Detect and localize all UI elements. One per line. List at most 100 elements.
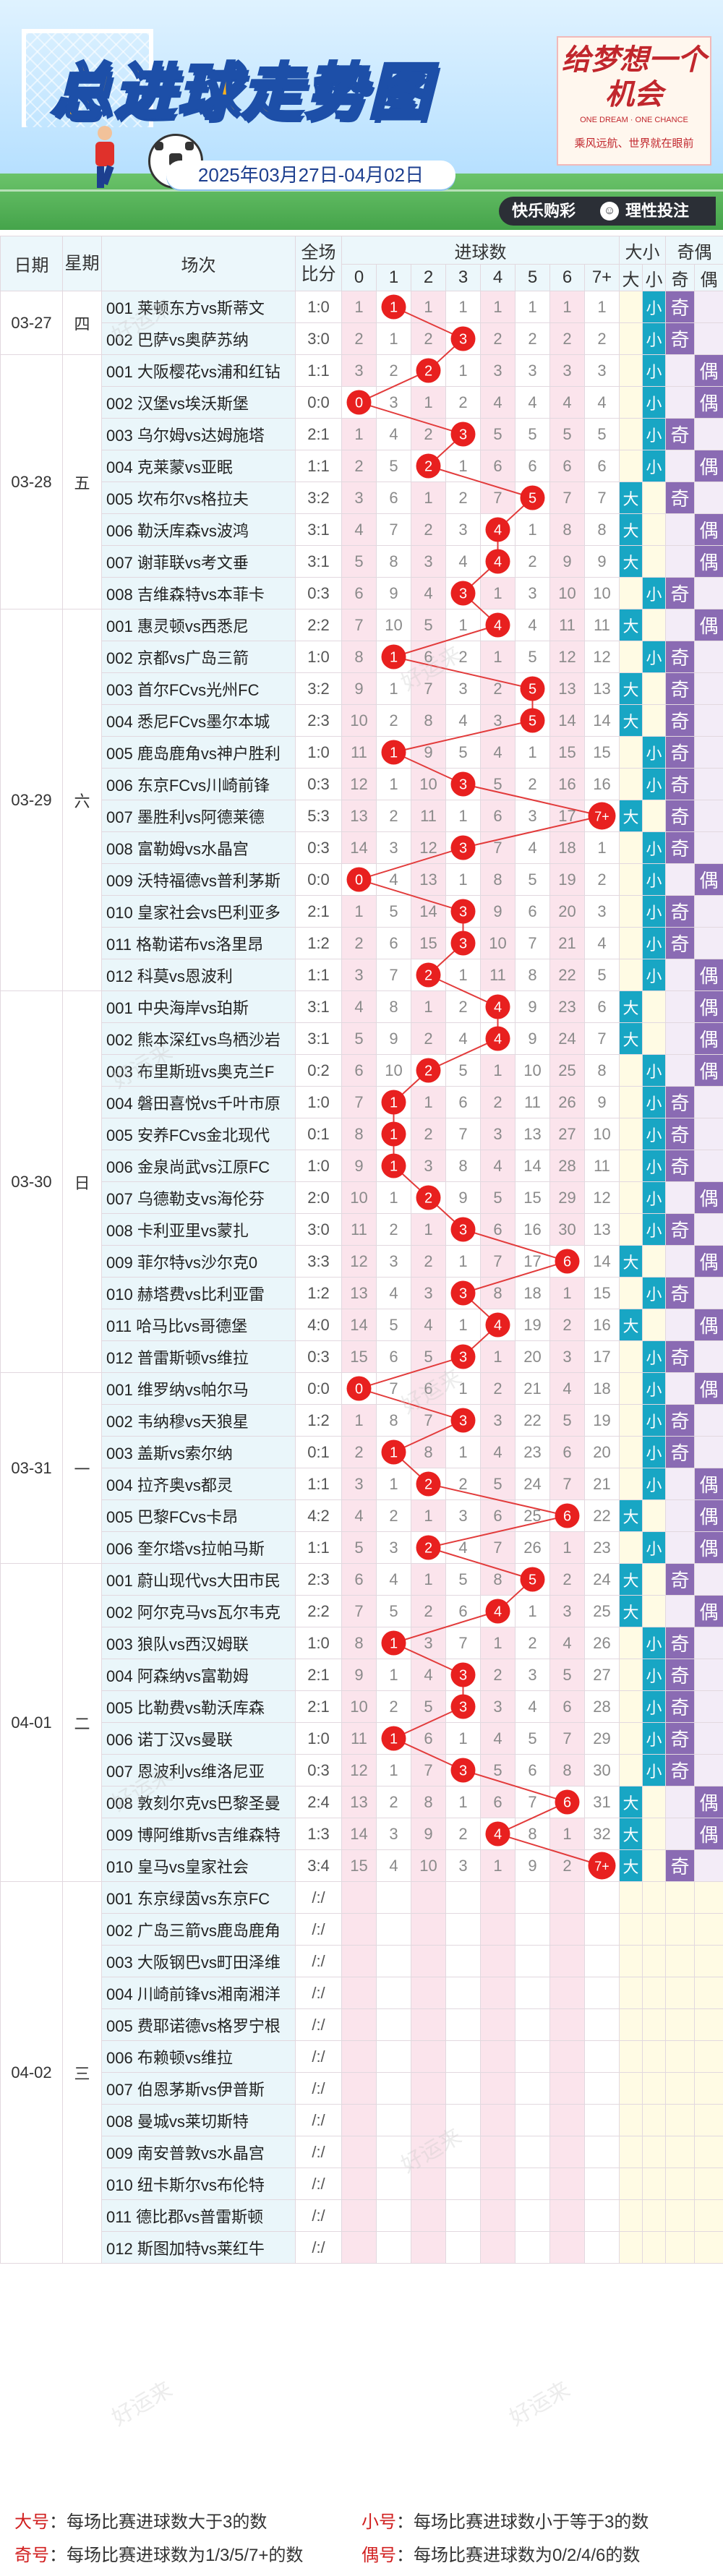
odd-miss: 1 [665, 1595, 695, 1627]
odd-marker: 奇 [665, 322, 695, 355]
header-goal-3: 3 [445, 264, 481, 291]
goal-miss-count: 11 [480, 959, 515, 991]
score-cell: /:/ [295, 2231, 342, 2264]
goal-miss-count: 8 [411, 704, 446, 737]
goal-hit-marker [445, 1277, 481, 1309]
odd-cell [665, 2104, 695, 2136]
goal-miss-count: 13 [549, 672, 585, 705]
goal-miss-count: 17 [584, 1340, 620, 1373]
goal-miss-count [376, 2231, 411, 2264]
table-row: 003 乌尔姆vs达姆施塔 2:1 1 4 2 5 5 5 5 5 小奇 1 [1, 418, 723, 450]
goal-hit-marker [411, 1054, 446, 1087]
small-miss: 1 [642, 1309, 666, 1341]
goal-miss-count: 1 [480, 641, 515, 673]
even-marker: 偶 [694, 990, 723, 1023]
goal-miss-count: 16 [549, 768, 585, 800]
match-cell: 004 磐田喜悦vs千叶市原 [101, 1086, 296, 1118]
big-miss: 3 [619, 1404, 643, 1437]
score-cell: 0:3 [295, 577, 342, 609]
goal-miss-count: 10 [376, 609, 411, 641]
small-marker: 小 [642, 1468, 666, 1500]
goal-miss-count: 25 [515, 1499, 550, 1532]
goal-hit-marker [445, 831, 481, 864]
even-marker: 偶 [694, 609, 723, 641]
odd-miss: 1 [665, 1786, 695, 1818]
goal-miss-count: 6 [445, 1595, 481, 1627]
odd-marker: 奇 [665, 1118, 695, 1150]
score-cell: 2:1 [295, 895, 342, 928]
table-row: 008 曼城vs莱切斯特/:/ [1, 2104, 723, 2136]
table-row: 008 卡利亚里vs蒙扎 3:0 11 2 1 6 16 30 13 6 小奇 1 [1, 1213, 723, 1246]
table-row: 009 博阿维斯vs吉维森特 1:3 14 3 9 2 8 1 32 大 2 2 偶 [1, 1818, 723, 1850]
goal-miss-count: 1 [445, 1309, 481, 1341]
big-miss: 2 [619, 1372, 643, 1405]
goal-miss-count: 9 [411, 736, 446, 769]
goal-miss-count: 10 [376, 1054, 411, 1087]
match-cell: 002 熊本深红vs鸟栖沙岩 [101, 1022, 296, 1055]
big-marker: 大 [619, 1786, 643, 1818]
table-row: 004 阿森纳vs富勒姆 2:1 9 1 4 2 3 5 27 2 小奇 2 [1, 1659, 723, 1691]
even-miss: 4 [694, 1722, 723, 1755]
even-miss: 2 [694, 672, 723, 705]
even-cell [694, 2040, 723, 2073]
goal-miss-count: 11 [341, 736, 377, 769]
score-cell: 3:2 [295, 482, 342, 514]
goal-miss-count: 22 [549, 959, 585, 991]
score-cell: 3:1 [295, 1022, 342, 1055]
goal-miss-count: 5 [584, 418, 620, 450]
goal-miss-count [584, 2040, 620, 2073]
score-cell: 3:1 [295, 990, 342, 1023]
odd-cell [665, 2136, 695, 2168]
odd-miss: 1 [665, 450, 695, 482]
goal-miss-count [515, 2040, 550, 2073]
goal-hit-marker [445, 1659, 481, 1691]
score-cell: 1:0 [295, 641, 342, 673]
goal-miss-count: 4 [480, 386, 515, 419]
goal-hit-marker [584, 1849, 620, 1882]
goal-miss-count: 6 [549, 1436, 585, 1468]
goal-miss-count: 2 [341, 1436, 377, 1468]
goal-hit-marker [411, 1468, 446, 1500]
goal-miss-count: 2 [515, 1627, 550, 1659]
goal-miss-count: 16 [515, 1213, 550, 1246]
score-cell: 1:1 [295, 354, 342, 387]
goal-miss-count [584, 2136, 620, 2168]
goal-miss-count [549, 2199, 585, 2232]
match-cell: 001 维罗纳vs帕尔马 [101, 1372, 296, 1405]
match-cell: 010 纽卡斯尔vs布伦特 [101, 2168, 296, 2200]
goal-miss-count [480, 1945, 515, 1977]
goal-miss-count [376, 2136, 411, 2168]
even-miss: 1 [694, 1404, 723, 1437]
table-row: 007 谢菲联vs考文垂 3:1 5 8 3 4 2 9 9 大 3 3 偶 [1, 545, 723, 578]
goal-miss-count: 9 [515, 1849, 550, 1882]
score-cell: 5:3 [295, 800, 342, 832]
match-cell: 005 比勒费vs勒沃库森 [101, 1690, 296, 1723]
goal-miss-count: 1 [480, 291, 515, 323]
table-row: 006 布赖顿vs维拉/:/ [1, 2040, 723, 2073]
goal-miss-count: 3 [445, 1499, 481, 1532]
match-cell: 004 川崎前锋vs湘南湘洋 [101, 1977, 296, 2009]
goal-miss-count: 2 [549, 1849, 585, 1882]
player-illustration [95, 126, 114, 188]
even-marker: 偶 [694, 1468, 723, 1500]
goal-miss-count: 4 [341, 1499, 377, 1532]
goal-miss-count: 2 [445, 1818, 481, 1850]
even-miss: 1 [694, 418, 723, 450]
table-row: 009 沃特福德vs普利茅斯 0:0 4 13 1 8 5 19 2 2 小 1 偶 [1, 863, 723, 896]
table-row: 002 广岛三箭vs鹿岛鹿角/:/ [1, 1913, 723, 1946]
even-miss: 1 [694, 1086, 723, 1118]
brand-bar: 快乐购彩 ☺ 理性投注 [499, 197, 716, 226]
legend-small: 小号：每场比赛进球数小于等于3的数 [362, 2507, 649, 2533]
goal-miss-count: 4 [515, 831, 550, 864]
odd-cell [665, 2199, 695, 2232]
goal-miss-count: 3 [411, 1150, 446, 1182]
goal-miss-count: 6 [584, 990, 620, 1023]
goal-miss-count: 5 [445, 1563, 481, 1596]
match-cell: 004 悉尼FCvs墨尔本城 [101, 704, 296, 737]
goal-miss-count: 1 [445, 450, 481, 482]
header-goal-6: 6 [549, 264, 585, 291]
odd-marker: 奇 [665, 1277, 695, 1309]
page-title: 总进球走势图 [49, 56, 433, 127]
even-miss: 3 [694, 1690, 723, 1723]
big-miss: 1 [619, 1531, 643, 1564]
